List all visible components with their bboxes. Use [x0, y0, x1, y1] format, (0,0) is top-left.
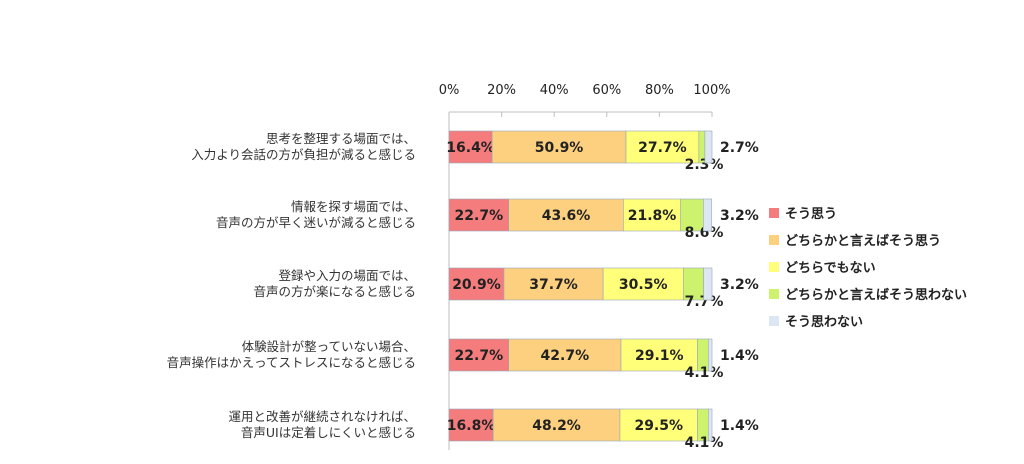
legend-label: そう思わない	[785, 315, 863, 330]
bar-segment	[491, 130, 627, 164]
bar-segment	[448, 130, 493, 164]
data-label: 43.6%	[542, 208, 591, 224]
data-label: 48.2%	[532, 418, 581, 434]
legend-label: どちらかと言えばそう思う	[785, 233, 941, 249]
bar-segment	[492, 408, 621, 442]
data-label: 37.7%	[529, 277, 578, 293]
legend: そう思うどちらかと言えばそう思うどちらでもないどちらかと言えばそう思わないそう思…	[769, 207, 967, 330]
bar-segment	[508, 198, 624, 232]
category-label-line1: 思考を整理する場面では、	[266, 131, 416, 146]
bar-segment	[448, 338, 510, 372]
category-label-line2: 音声の方が早く迷いが減ると感じる	[216, 215, 416, 230]
x-tick-label: 100%	[693, 83, 730, 98]
category-label-line1: 運用と改善が継続されなければ、	[228, 409, 416, 424]
data-label: 3.2%	[720, 277, 759, 293]
legend-swatch	[769, 262, 779, 272]
x-tick-label: 80%	[645, 83, 674, 98]
data-label: 21.8%	[628, 208, 677, 224]
data-label: 2.7%	[720, 140, 759, 156]
data-label: 42.7%	[541, 348, 590, 364]
bar-segment	[508, 338, 622, 372]
data-label: 4.1%	[685, 435, 724, 451]
data-label: 16.8%	[447, 418, 496, 434]
bar-segment	[625, 130, 700, 164]
legend-label: そう思う	[785, 207, 837, 222]
category-label-line1: 登録や入力の場面では、	[278, 268, 416, 283]
x-tick-label: 60%	[592, 83, 621, 98]
category-label-line2: 入力より会話の方が負担が減ると感じる	[191, 147, 416, 162]
bar-segment	[704, 130, 713, 164]
bar-segment	[708, 408, 713, 442]
legend-swatch	[769, 289, 779, 299]
data-label: 1.4%	[720, 418, 759, 434]
bar-segment	[448, 267, 505, 301]
category-labels: 思考を整理する場面では、入力より会話の方が負担が減ると感じる情報を探す場面では、…	[167, 131, 416, 440]
data-label: 2.3%	[685, 157, 724, 173]
data-label: 1.4%	[720, 348, 759, 364]
x-tick-label: 0%	[439, 83, 460, 98]
data-label: 27.7%	[638, 140, 687, 156]
data-label: 29.5%	[634, 418, 683, 434]
bar-segment	[703, 198, 713, 232]
data-label: 7.7%	[685, 294, 724, 310]
data-label: 50.9%	[535, 140, 584, 156]
legend-swatch	[769, 235, 779, 245]
bar-segment	[448, 408, 494, 442]
data-label: 29.1%	[635, 348, 684, 364]
legend-swatch	[769, 316, 779, 326]
bar-segment	[602, 267, 684, 301]
category-label-line2: 音声UIは定着しにくいと感じる	[241, 425, 416, 440]
data-label: 8.6%	[685, 225, 724, 241]
category-label-line1: 体験設計が整っていない場合、	[242, 339, 416, 354]
data-label: 30.5%	[619, 277, 668, 293]
bar-segment	[503, 267, 604, 301]
data-label: 22.7%	[455, 208, 504, 224]
bar-segment	[708, 338, 713, 372]
category-label-line2: 音声操作はかえってストレスになると感じる	[167, 355, 416, 370]
bar-segment	[703, 267, 713, 301]
category-label-line1: 情報を探す場面では、	[291, 199, 416, 214]
data-label: 16.4%	[446, 140, 495, 156]
data-label: 4.1%	[685, 365, 724, 381]
bar-segment	[448, 198, 510, 232]
data-label: 3.2%	[720, 208, 759, 224]
legend-swatch	[769, 208, 779, 218]
bar-segment	[620, 338, 698, 372]
legend-label: どちらでもない	[785, 261, 876, 276]
data-label: 22.7%	[455, 348, 504, 364]
legend-label: どちらかと言えばそう思わない	[785, 287, 967, 303]
category-label-line2: 音声の方が楽になると感じる	[253, 284, 416, 299]
x-tick-label: 40%	[540, 83, 569, 98]
bars: 16.4% 50.9% 27.7%2.3%2.7% 22.7% 43.6% 21.8% 8.…	[446, 130, 759, 451]
data-label: 20.9%	[452, 277, 501, 293]
x-tick-label: 20%	[487, 83, 516, 98]
